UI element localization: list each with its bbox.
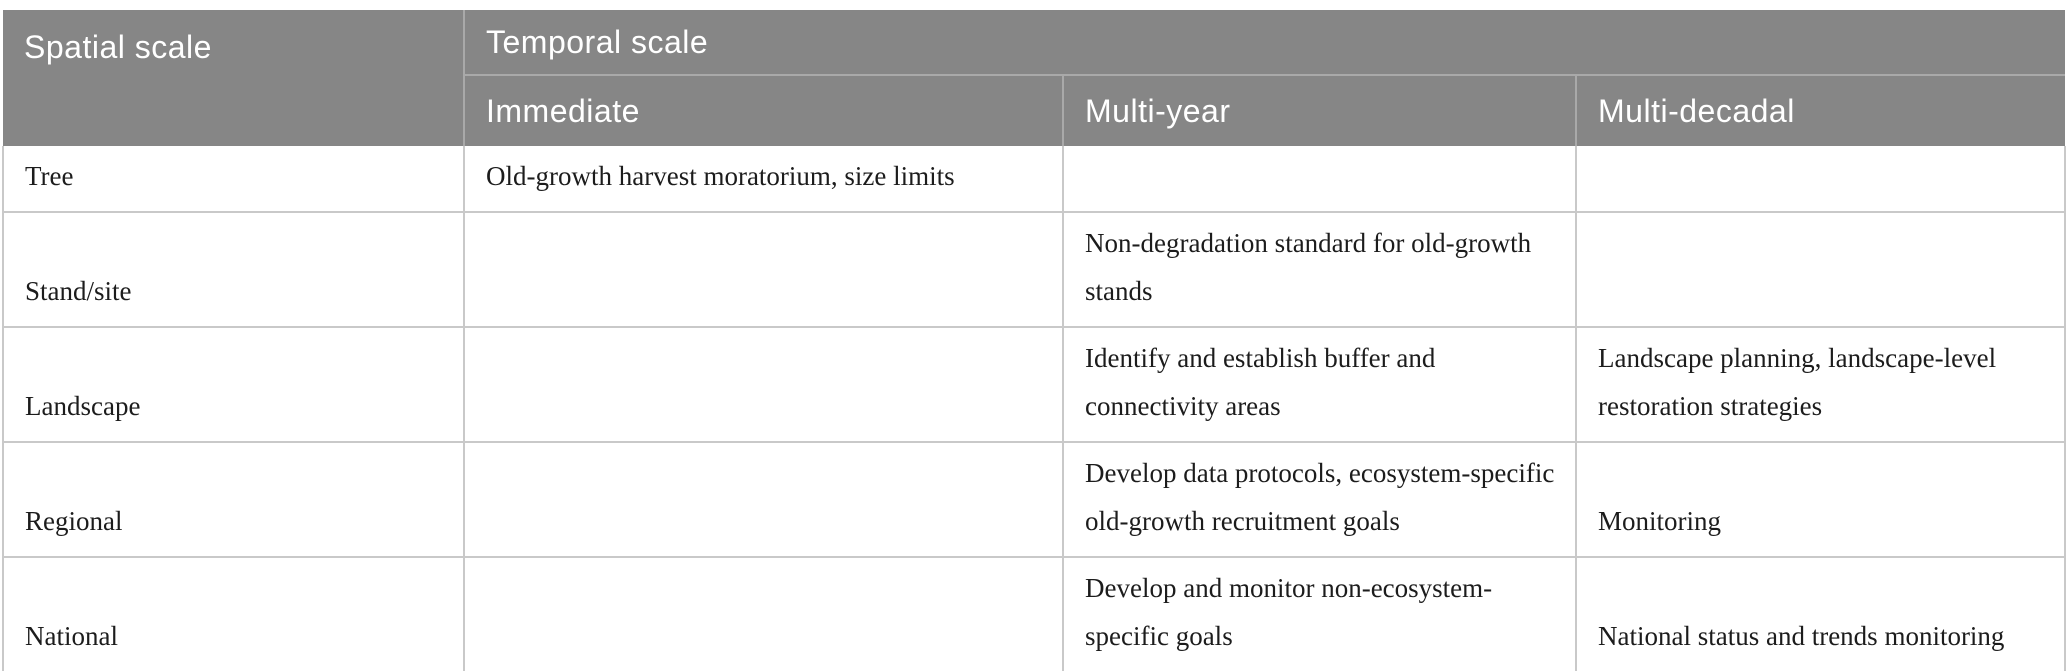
- cell-multi-decadal: Monitoring: [1576, 442, 2067, 558]
- table-row: National Develop and monitor non-ecosyste…: [2, 557, 2067, 671]
- cell-multi-decadal: National status and trends monitoring: [1576, 557, 2067, 671]
- cell-multi-year: Develop and monitor non-ecosystem-specif…: [1063, 557, 1577, 671]
- table-header: Spatial scale Temporal scale Immediate M…: [3, 10, 2066, 146]
- header-row-group: Spatial scale Temporal scale: [3, 10, 2066, 146]
- header-multi-decadal: Multi-decadal: [1576, 75, 2066, 146]
- header-row-sub: Immediate Multi-year Multi-decadal: [3, 75, 2066, 146]
- cell-multi-decadal: Landscape planning, landscape-level rest…: [1576, 327, 2067, 443]
- cell-multi-year: Non-degradation standard for old-growth …: [1063, 212, 1577, 328]
- table-body: Tree Old-growth harvest moratorium, size …: [2, 146, 2067, 671]
- table-row: Tree Old-growth harvest moratorium, size …: [2, 146, 2067, 213]
- cell-immediate: [464, 442, 1064, 558]
- table-row: Stand/site Non-degradation standard for o…: [2, 212, 2067, 328]
- cell-immediate: [464, 212, 1064, 328]
- cell-multi-year: [1063, 146, 1577, 213]
- table-row: Landscape Identify and establish buffer a…: [2, 327, 2067, 443]
- spatial-temporal-scale-table: Spatial scale Temporal scale Immediate M…: [2, 10, 2067, 671]
- row-label: Regional: [2, 442, 465, 558]
- cell-multi-year: Develop data protocols, ecosystem-specif…: [1063, 442, 1577, 558]
- cell-multi-decadal: [1576, 212, 2067, 328]
- header-spatial-scale: Spatial scale: [3, 10, 465, 146]
- row-label: Tree: [2, 146, 465, 213]
- cell-immediate: [464, 557, 1064, 671]
- cell-multi-year: Identify and establish buffer and connec…: [1063, 327, 1577, 443]
- cell-multi-decadal: [1576, 146, 2067, 213]
- header-immediate: Immediate: [464, 75, 1064, 146]
- row-label: National: [2, 557, 465, 671]
- row-label: Landscape: [2, 327, 465, 443]
- row-label: Stand/site: [2, 212, 465, 328]
- header-multi-year: Multi-year: [1063, 75, 1577, 146]
- header-temporal-scale: Temporal scale: [464, 10, 2066, 76]
- table-row: Regional Develop data protocols, ecosyste…: [2, 442, 2067, 558]
- cell-immediate: Old-growth harvest moratorium, size limi…: [464, 146, 1064, 213]
- cell-immediate: [464, 327, 1064, 443]
